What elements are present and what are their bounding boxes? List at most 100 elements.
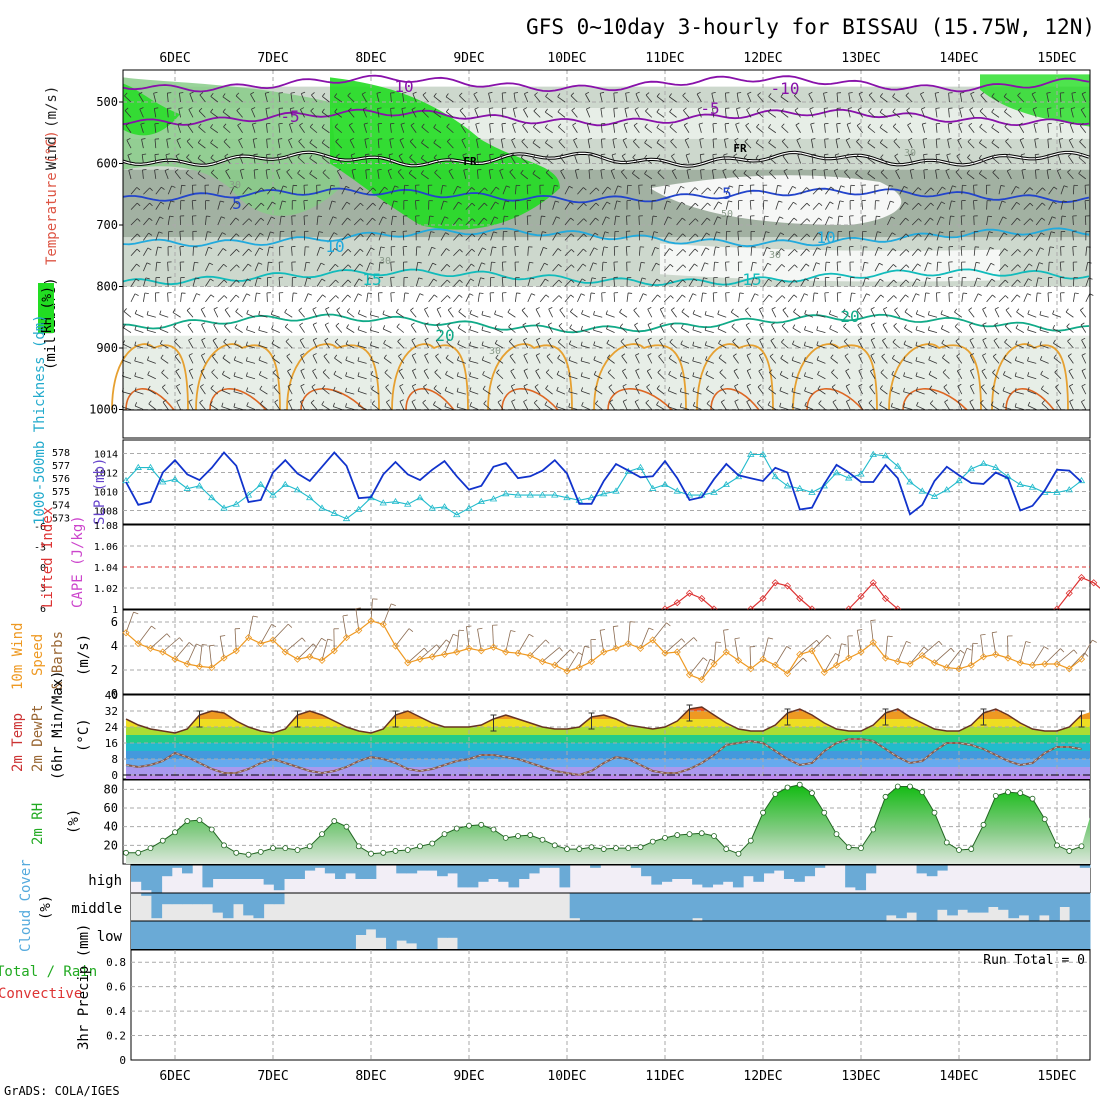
wind-barb-flag (220, 200, 225, 203)
wind-barb (622, 401, 628, 410)
wind-barb-flag (903, 186, 908, 189)
wind-barb-flag (718, 354, 722, 359)
wind-barb (421, 142, 429, 149)
thickness-marker (796, 484, 804, 491)
wind-barb-flag (325, 307, 330, 310)
wind-barb-flag (945, 168, 950, 171)
wind-barb-flag (1081, 368, 1086, 371)
wind-barb (353, 233, 361, 241)
wind-barb (465, 233, 473, 241)
wind-barb-flag (882, 322, 887, 326)
wind-barb (424, 355, 429, 364)
wind-barb (837, 185, 842, 195)
wind-barb (176, 401, 181, 410)
cloud-bar (916, 921, 928, 949)
wind-barb-flag (146, 326, 149, 331)
wind-barb (843, 326, 851, 333)
wind-barb-flag (917, 187, 922, 191)
wind-barb (1055, 401, 1062, 410)
wind-barb (844, 355, 851, 364)
wind-barb (1060, 216, 1063, 226)
wind-barb (647, 324, 653, 333)
wind-barb (221, 406, 231, 410)
wind-barb-flag (757, 92, 761, 96)
wind-barb (370, 329, 380, 334)
wind-barb (595, 403, 603, 410)
wind-barb-flag (196, 293, 201, 296)
wind-barb-flag (704, 341, 707, 346)
cape-marker (1090, 579, 1098, 587)
wind-barb (382, 328, 392, 333)
wind-barb-flag (178, 107, 183, 109)
wind-barb-flag (147, 371, 150, 376)
wind-barb-flag (333, 232, 338, 235)
wind-barb (676, 233, 684, 241)
wind-speed-line (125, 620, 1082, 681)
wind-barb-flag (746, 107, 751, 110)
wind-barb (1035, 187, 1043, 195)
wind-barb-flag (978, 170, 982, 174)
wind-barb (399, 401, 405, 410)
wind-barb-flag (895, 168, 900, 172)
wind-barb (867, 142, 876, 149)
wind-barb-flag (512, 122, 517, 125)
wind-speed-marker (244, 634, 253, 642)
wind-speed-marker (428, 653, 436, 661)
wind-barb (334, 96, 343, 103)
wind-barb (246, 390, 256, 395)
cloud-bar (692, 921, 703, 949)
cloud-bar (294, 921, 305, 949)
wind-barb (812, 217, 819, 226)
cloud-bar (141, 921, 152, 949)
wind-barb (1067, 340, 1074, 349)
wind-barb-flag (727, 215, 732, 217)
cloud-bar (1008, 921, 1020, 949)
wind-barb (775, 200, 779, 210)
wind-barb-flag (804, 293, 809, 296)
wind-barb (956, 370, 963, 379)
wind-barb (1034, 154, 1037, 164)
wind-barb (167, 200, 172, 210)
wind-barb-flag (783, 168, 788, 172)
wind-barb-flag (966, 169, 970, 174)
wind-barb (763, 262, 768, 272)
wind-barb-flag (306, 261, 311, 264)
wind-barb-flag (1042, 187, 1046, 191)
wind-barb (663, 295, 671, 303)
wind-barb-flag (736, 107, 741, 110)
wind-barb (512, 124, 516, 133)
wind-barb (186, 310, 194, 318)
wind-barb-flag (433, 294, 438, 298)
wind-barb (928, 374, 938, 380)
wind-barb (796, 139, 801, 149)
wind-barb (488, 93, 491, 103)
wind-barb-flag (364, 138, 369, 140)
wind-barb-flag (890, 200, 895, 203)
ylabel-wind10m-2: Speed (30, 634, 46, 676)
wind-barb-flag (908, 137, 913, 141)
rh-marker (637, 844, 644, 851)
wind-barb-flag (520, 154, 525, 158)
wind-barb-flag (600, 107, 605, 109)
rh2m-tick-label: 40 (104, 820, 118, 834)
wind-barb-flag (769, 353, 774, 357)
ylabel-precip-3: 3hr Precip (mm) (76, 924, 92, 1050)
cloud-bar (355, 921, 367, 935)
wind-barb (915, 329, 925, 334)
wind-barb (978, 158, 987, 164)
cloud-bar (814, 921, 826, 949)
wind-barb-flag (720, 384, 724, 388)
wind-barb-flag (1004, 123, 1008, 127)
wind-barb (490, 201, 496, 210)
wind-barb (539, 278, 546, 287)
wind-barb-flag (272, 186, 277, 190)
thickness-marker (808, 488, 816, 495)
wind-barb (816, 359, 826, 364)
wind-barb (701, 247, 706, 256)
wind-barb (421, 110, 429, 118)
wind-barb-flag (746, 337, 751, 341)
rh-marker (208, 826, 215, 833)
thickness-marker (514, 491, 522, 498)
wind-barb (357, 360, 367, 364)
